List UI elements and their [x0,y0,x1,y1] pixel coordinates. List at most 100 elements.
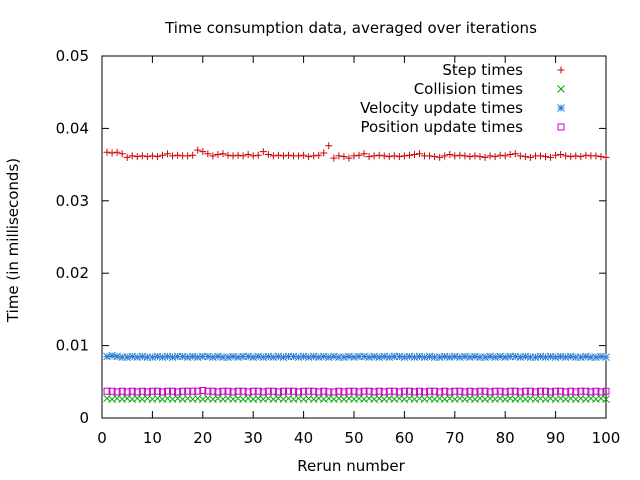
data-point [254,151,262,159]
data-point [234,353,242,362]
data-point [224,151,232,159]
data-point [587,388,595,396]
data-point [274,352,283,361]
data-point [466,387,474,395]
data-point [561,353,570,362]
data-point [138,387,146,395]
data-point [380,352,389,361]
data-point [370,152,378,160]
data-point [471,352,479,361]
data-point [395,153,403,161]
data-point [602,353,610,362]
data-point [164,150,172,158]
data-point [279,152,287,160]
data-point [582,151,590,159]
data-point [350,152,358,160]
y-tick-label: 0.05 [56,47,89,65]
data-point [400,387,408,395]
data-point [551,353,560,362]
data-point [168,353,177,362]
data-point [370,388,378,396]
data-point [174,388,182,396]
data-point [148,353,157,362]
data-point [416,387,424,395]
data-point [319,352,328,361]
data-point [174,151,182,159]
y-tick-label: 0 [79,409,89,427]
data-point [350,387,358,395]
data-point [244,388,252,396]
data-point [108,149,116,157]
data-point [542,153,550,161]
data-point [365,387,373,395]
data-point [526,387,534,395]
data-point [355,151,363,159]
data-point [556,352,565,361]
data-point [516,353,525,362]
data-point [345,154,353,162]
data-point [314,353,323,362]
data-point [158,353,167,362]
data-point [294,353,303,362]
data-point [557,387,565,395]
data-point [113,148,121,156]
legend-label: Velocity update times [360,99,523,117]
data-point [158,151,166,159]
x-tick-label: 100 [592,429,621,447]
data-point [143,353,152,362]
data-point [118,150,126,158]
data-point [360,387,368,395]
data-point [431,387,439,395]
data-point [385,387,393,395]
data-point [169,387,177,395]
data-point [516,152,524,160]
data-point [435,353,444,362]
data-point [501,388,509,396]
data-point [431,153,439,161]
data-point [552,387,560,395]
data-point [264,150,272,158]
data-point [516,388,524,396]
data-point [199,148,207,156]
data-point [466,353,474,362]
data-point [481,153,489,161]
data-point [304,353,313,362]
data-point [476,153,484,161]
data-point [284,151,292,159]
chart-title: Time consumption data, averaged over ite… [164,19,537,37]
data-point [410,353,419,362]
data-point [219,150,227,158]
data-point [108,351,116,360]
data-point [506,150,514,158]
data-point [546,352,555,361]
data-point [415,352,424,361]
data-point [178,352,187,361]
data-point [446,388,454,396]
data-point [597,388,605,396]
data-point [455,353,464,362]
data-point [440,352,449,361]
data-point [148,387,156,395]
data-point [355,352,363,361]
data-point [239,352,247,361]
data-point [340,353,348,362]
data-point [420,353,429,362]
data-point [405,151,413,159]
data-point [113,352,121,361]
data-point [536,152,544,160]
data-point [446,150,454,158]
data-point [547,388,555,396]
data-point [471,152,479,160]
data-point [300,387,308,395]
data-point [244,352,253,361]
data-point [481,353,489,362]
data-point [531,388,539,396]
data-point [486,352,494,361]
data-point [441,387,449,395]
data-point [325,388,333,396]
data-point [229,388,237,396]
data-point [244,150,252,158]
data-point [547,153,555,161]
data-point [335,387,343,395]
